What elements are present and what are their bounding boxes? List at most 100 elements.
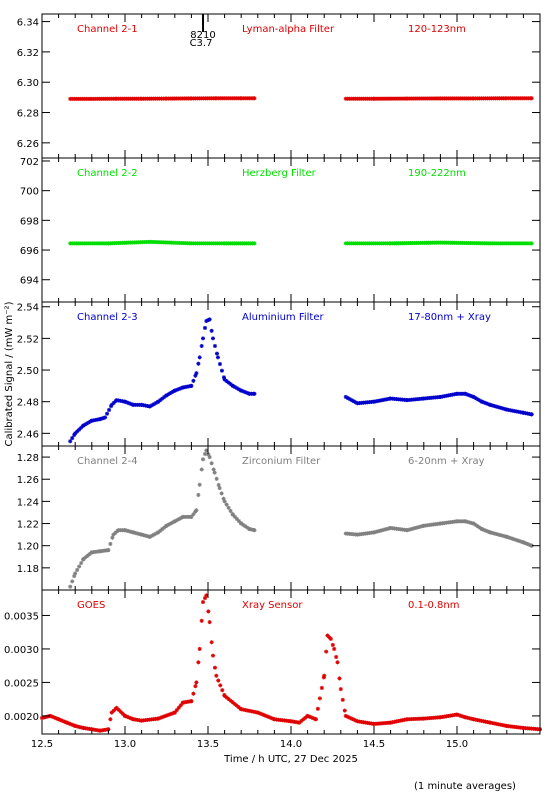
data-point	[224, 502, 229, 507]
event-marker-label-bottom: C3.7	[190, 38, 213, 49]
data-point	[214, 476, 219, 481]
data-point	[222, 499, 227, 504]
data-point	[201, 457, 206, 462]
data-point	[332, 646, 337, 651]
panel-channel-label: GOES	[77, 600, 105, 611]
panel-band-label: 120-123nm	[408, 24, 466, 35]
x-tick-label: 14.0	[280, 739, 302, 750]
x-tick-label: 13.5	[197, 739, 219, 750]
y-tick-label: 700	[20, 187, 39, 198]
y-tick-label: 698	[20, 216, 39, 227]
data-point	[196, 361, 201, 366]
averaging-note: (1 minute averages)	[414, 781, 516, 792]
y-tick-label: 1.20	[17, 542, 39, 553]
y-tick-label: 6.28	[17, 109, 39, 120]
y-tick-label: 6.32	[17, 48, 39, 59]
data-point	[201, 600, 206, 605]
panel-filter-label: Lyman-alpha Filter	[242, 24, 335, 35]
y-tick-label: 702	[20, 157, 39, 168]
data-point	[164, 713, 169, 718]
data-point	[197, 355, 202, 360]
x-tick-label: 15.0	[446, 739, 468, 750]
data-point	[209, 640, 214, 645]
data-point	[330, 642, 335, 647]
panel-band-label: 0.1-0.8nm	[408, 600, 460, 611]
x-tick-label: 14.5	[363, 739, 385, 750]
panel-band-label: 6-20nm + Xray	[408, 456, 485, 467]
data-point	[334, 654, 339, 659]
event-marker: 8210 C3.7	[190, 14, 216, 49]
data-point	[252, 96, 257, 101]
data-point	[106, 548, 111, 553]
y-tick-label: 6.30	[17, 78, 39, 89]
y-tick-label: 2.54	[17, 303, 39, 314]
data-point	[116, 707, 121, 712]
data-point	[212, 470, 217, 475]
data-point	[210, 336, 215, 341]
panel-filter-label: Aluminium Filter	[242, 312, 325, 323]
y-tick-label: 0.0030	[4, 645, 39, 656]
data-point	[194, 371, 199, 376]
panel-frame-3	[41, 301, 541, 447]
data-point	[189, 699, 194, 704]
data-point	[529, 241, 534, 246]
data-point	[110, 535, 115, 540]
data-point	[191, 691, 196, 696]
y-axis-title: Calibrated Signal / (mW m⁻²)	[4, 301, 15, 446]
y-tick-label: 1.22	[17, 520, 39, 531]
data-point	[216, 678, 221, 683]
y-tick-label: 696	[20, 246, 39, 257]
data-point	[319, 685, 324, 690]
data-point	[219, 491, 224, 496]
y-tick-label: 694	[20, 276, 39, 287]
data-point	[68, 439, 73, 444]
data-point	[210, 653, 215, 658]
data-point	[315, 706, 320, 711]
data-point	[220, 688, 225, 693]
x-tick-label: 13.0	[114, 739, 136, 750]
data-point	[189, 383, 194, 388]
data-point	[108, 717, 113, 722]
data-point	[340, 697, 345, 702]
data-point	[199, 618, 204, 623]
data-point	[211, 467, 216, 472]
data-point	[194, 508, 199, 513]
y-tick-label: 0.0025	[4, 678, 39, 689]
data-point	[226, 505, 231, 510]
data-point	[108, 541, 113, 546]
panel-channel-label: Channel 2-4	[77, 456, 138, 467]
data-point	[207, 620, 212, 625]
event-marker-label-top: 8210	[190, 30, 215, 41]
data-point	[217, 362, 222, 367]
y-tick-label: 2.52	[17, 334, 39, 345]
data-point	[212, 343, 217, 348]
data-point	[214, 673, 219, 678]
y-tick-label: 1.24	[17, 497, 39, 508]
panel-frame-4	[41, 445, 541, 591]
data-point	[214, 351, 219, 356]
data-point	[203, 325, 208, 330]
panel-channel-label: Channel 2-3	[77, 312, 138, 323]
data-point	[234, 516, 239, 521]
data-point	[199, 343, 204, 348]
data-point	[199, 467, 204, 472]
data-point	[194, 680, 199, 685]
data-point	[68, 584, 73, 589]
panel-filter-label: Xray Sensor	[242, 600, 303, 611]
data-point	[206, 609, 211, 614]
data-point	[105, 411, 110, 416]
data-point	[70, 436, 75, 441]
data-point	[338, 687, 343, 692]
data-point	[103, 415, 108, 420]
data-point	[209, 328, 214, 333]
data-point	[207, 455, 212, 460]
data-point	[193, 684, 198, 689]
data-point	[252, 528, 257, 533]
data-point	[209, 461, 214, 466]
y-tick-label: 2.50	[17, 366, 39, 377]
panel-filter-label: Zirconium Filter	[242, 456, 321, 467]
data-point	[342, 708, 347, 713]
data-point	[189, 514, 194, 519]
panel-band-label: 17-80nm + Xray	[408, 312, 491, 323]
